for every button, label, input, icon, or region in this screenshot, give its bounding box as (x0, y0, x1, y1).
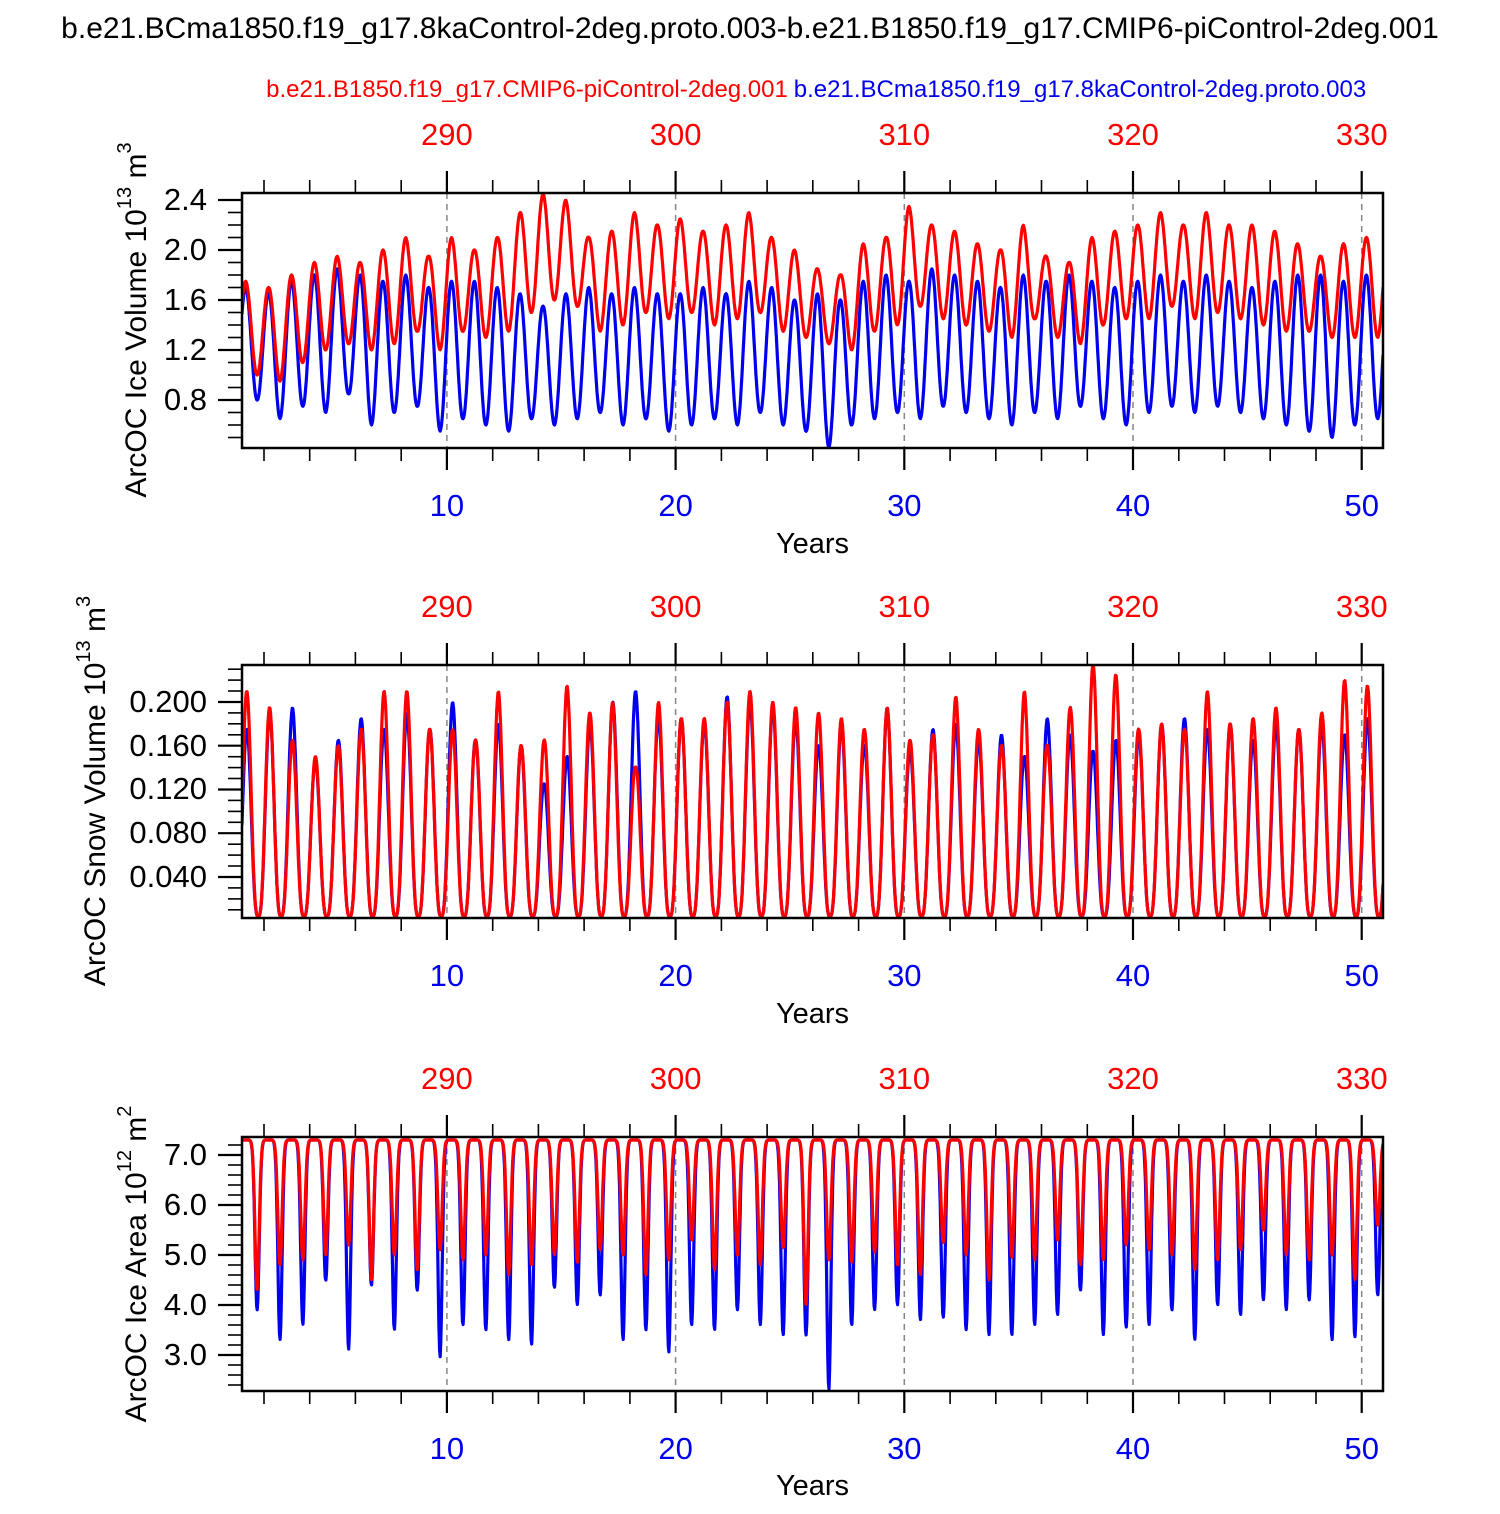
x-bottom-tick-label: 20 (658, 1431, 693, 1466)
y-axis-title-snow-volume: ArcOC Snow Volume 1013 m3 (68, 541, 112, 1041)
x-top-tick-label: 300 (649, 1061, 702, 1096)
y-axis-title-exponent: 12 (114, 1150, 136, 1173)
x-bottom-tick-label: 50 (1344, 488, 1379, 523)
y-axis-title-unit: m (79, 607, 112, 641)
y-tick-label: 7.0 (163, 1137, 207, 1172)
y-axis-title-unit: m (120, 1116, 153, 1151)
legend-red-label: b.e21.B1850.f19_g17.CMIP6-piControl-2deg… (266, 76, 788, 103)
x-bottom-tick-label: 30 (887, 488, 922, 523)
y-axis-title-text: ArcOC Ice Volume 10 (120, 209, 153, 498)
y-axis-title-text: ArcOC Ice Area 10 (120, 1172, 153, 1423)
y-tick-label: 3.0 (163, 1337, 207, 1372)
x-bottom-tick-label: 30 (887, 1431, 922, 1466)
y-tick-label: 5.0 (163, 1237, 207, 1272)
y-axis-title-text: ArcOC Snow Volume 10 (79, 662, 112, 987)
y-tick-label: 6.0 (163, 1187, 207, 1222)
y-axis-title-exponent: 13 (114, 186, 136, 210)
y-tick-label: 0.8 (163, 382, 207, 417)
x-bottom-tick-label: 20 (658, 488, 693, 523)
x-top-tick-label: 330 (1335, 1061, 1388, 1096)
x-bottom-tick-label: 10 (429, 1431, 465, 1466)
x-axis-title: Years (775, 998, 850, 1030)
x-bottom-tick-label: 20 (658, 958, 693, 993)
y-tick-label: 2.4 (163, 182, 207, 217)
y-axis-title-unit: m (120, 153, 153, 187)
legend-blue-label: b.e21.BCma1850.f19_g17.8kaControl-2deg.p… (793, 76, 1367, 103)
x-top-tick-label: 310 (878, 589, 931, 624)
x-bottom-tick-label: 40 (1115, 1431, 1151, 1466)
x-bottom-tick-label: 50 (1344, 1431, 1379, 1466)
x-top-tick-label: 320 (1107, 1061, 1159, 1096)
figure-title: b.e21.BCma1850.f19_g17.8kaControl-2deg.p… (61, 12, 1439, 45)
y-axis-title-exponent: 13 (73, 640, 95, 663)
y-tick-label: 0.080 (129, 815, 207, 851)
x-top-tick-label: 320 (1107, 117, 1159, 152)
x-top-tick-label: 330 (1335, 589, 1388, 624)
y-axis-title-ice-area: ArcOC Ice Area 1012 m2 (109, 1014, 153, 1514)
y-tick-label: 2.0 (163, 232, 207, 267)
x-bottom-tick-label: 10 (429, 958, 465, 993)
y-tick-label: 0.200 (129, 683, 207, 719)
x-axis-title: Years (775, 528, 850, 560)
y-axis-title-unit-exponent: 3 (73, 595, 95, 608)
x-bottom-tick-label: 30 (887, 958, 922, 993)
y-tick-label: 1.2 (163, 332, 207, 367)
x-top-tick-label: 290 (421, 117, 473, 152)
y-axis-title-unit-exponent: 3 (114, 142, 136, 154)
x-top-tick-label: 320 (1107, 589, 1159, 624)
x-top-tick-label: 310 (878, 117, 931, 152)
y-axis-title-unit-exponent: 2 (114, 1105, 136, 1117)
x-top-tick-label: 290 (421, 1061, 473, 1096)
x-bottom-tick-label: 40 (1115, 488, 1151, 523)
x-top-tick-label: 300 (649, 589, 702, 624)
x-top-tick-label: 330 (1335, 117, 1388, 152)
y-tick-label: 0.160 (129, 727, 207, 763)
y-axis-title-ice-volume: ArcOC Ice Volume 1013 m3 (109, 70, 153, 570)
x-bottom-tick-label: 50 (1344, 958, 1379, 993)
x-top-tick-label: 300 (649, 117, 702, 152)
y-tick-label: 4.0 (163, 1287, 207, 1322)
y-tick-label: 0.040 (129, 858, 207, 894)
x-top-tick-label: 290 (421, 589, 473, 624)
y-tick-label: 0.120 (129, 771, 207, 807)
x-bottom-tick-label: 40 (1115, 958, 1151, 993)
x-axis-title: Years (775, 1470, 850, 1502)
x-top-tick-label: 310 (878, 1061, 931, 1096)
y-tick-label: 1.6 (163, 282, 207, 317)
x-bottom-tick-label: 10 (429, 488, 465, 523)
